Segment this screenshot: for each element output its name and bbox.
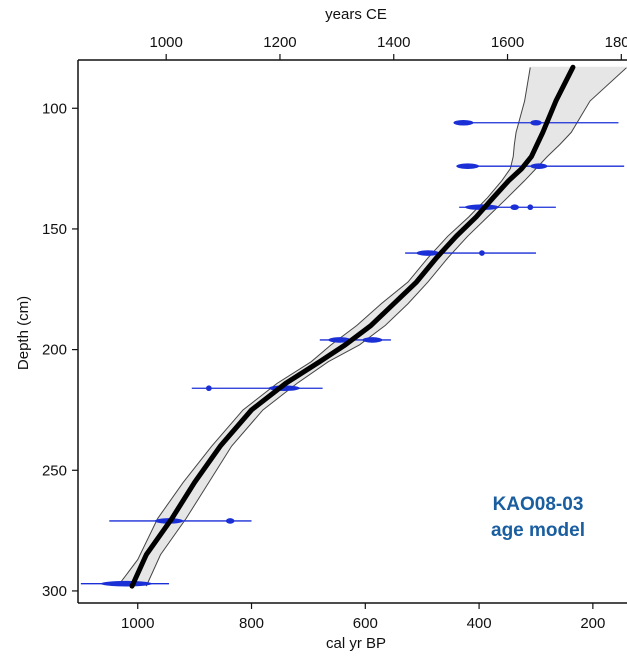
date-probability-peak: [479, 250, 485, 256]
date-probability-peak: [100, 580, 152, 587]
x-tick-label: 1000: [121, 615, 154, 632]
plot-frame: [77, 59, 627, 604]
x-tick-label: 600: [353, 615, 378, 632]
dated-sample-1: [453, 119, 619, 126]
median-age-curve: [129, 64, 576, 589]
annotation-line-1: KAO08-03: [493, 494, 584, 515]
y-tick-label: 200: [42, 342, 67, 359]
top-axis-title: years CE: [325, 6, 387, 23]
top-x-tick-label: 1400: [377, 34, 410, 51]
axis-ticks: 1000 800 600 400 200 1000 1200 1400 1600 1800 100 1…: [42, 34, 627, 632]
y-tick-label: 150: [42, 221, 67, 238]
y-tick-label: 100: [42, 100, 67, 117]
top-x-tick-label: 1600: [491, 34, 524, 51]
date-probability-peak: [456, 163, 480, 169]
x-tick-label: 400: [467, 615, 492, 632]
x-tick-label: 800: [239, 615, 264, 632]
top-x-tick-label: 1800: [605, 34, 627, 51]
dated-samples: [80, 119, 625, 587]
envelope-upper-bound: [117, 67, 531, 587]
date-probability-peak: [510, 204, 519, 211]
date-probability-peak: [206, 385, 212, 392]
top-x-tick-label: 1200: [263, 34, 296, 51]
median-line: [129, 64, 576, 589]
date-probability-peak: [530, 163, 548, 169]
dated-sample-2: [456, 163, 625, 169]
annotation-line-2: age model: [491, 520, 585, 541]
y-axis-title: Depth (cm): [15, 296, 32, 370]
top-x-tick-label: 1000: [149, 34, 182, 51]
date-probability-peak: [362, 337, 383, 343]
date-probability-peak: [225, 518, 235, 524]
date-probability-peak: [527, 204, 534, 211]
x-axis-title: cal yr BP: [326, 635, 386, 652]
y-tick-label: 300: [42, 583, 67, 600]
y-tick-label: 250: [42, 462, 67, 479]
date-probability-peak: [416, 250, 440, 256]
envelope-lower-bound: [145, 66, 627, 587]
dated-sample-4: [405, 250, 536, 256]
dated-sample-8: [80, 580, 170, 587]
date-probability-peak: [530, 119, 542, 126]
annotation: KAO08-03 age model: [491, 494, 585, 541]
date-probability-peak: [453, 119, 474, 126]
x-tick-label: 200: [580, 615, 605, 632]
date-probability-peak: [328, 337, 352, 343]
